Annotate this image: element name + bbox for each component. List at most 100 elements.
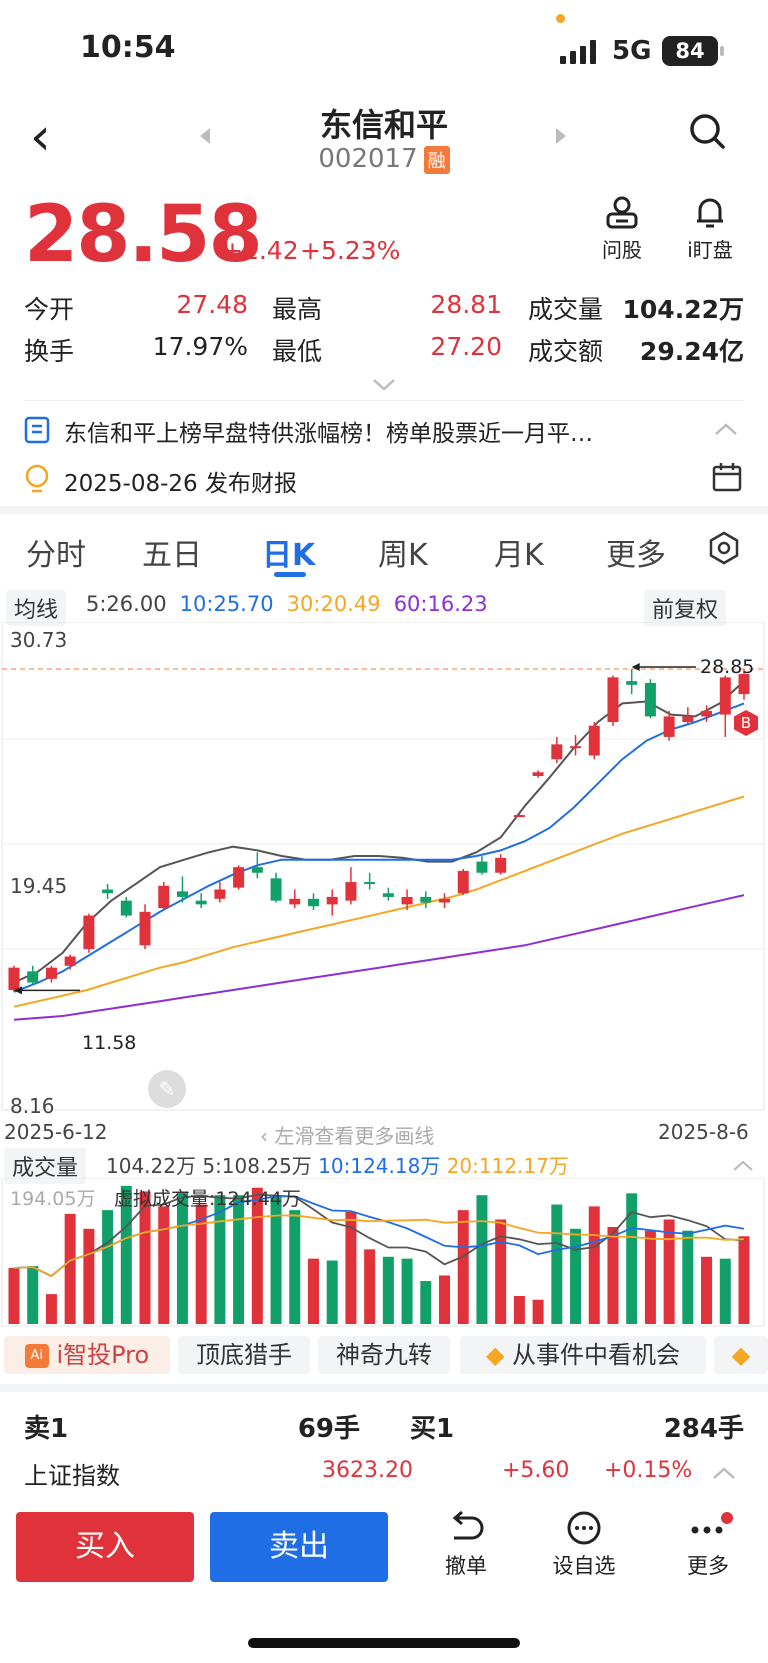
x-label-end: 2025-8-6 (658, 1120, 749, 1144)
candle-body (195, 900, 207, 905)
volume-bar (120, 1185, 132, 1324)
back-icon[interactable]: ‹ (30, 107, 51, 167)
add-watchlist-button[interactable]: 设自选 (544, 1510, 624, 1580)
add-watchlist-label: 设自选 (552, 1554, 616, 1578)
candle-body (701, 710, 713, 717)
volume-bar (251, 1187, 263, 1324)
diamond-icon: ◆ (485, 1341, 505, 1369)
tab-intraday[interactable]: 分时 (26, 538, 86, 573)
candle-body (719, 677, 731, 715)
volume-bar (270, 1195, 282, 1324)
candle-body (45, 967, 57, 979)
expand-chevron-icon[interactable] (372, 378, 396, 392)
stat-label: 成交量 (528, 295, 604, 324)
candle-body (513, 815, 525, 818)
tab-weekly-k[interactable]: 周K (378, 538, 428, 573)
candle-body (420, 896, 432, 903)
news-headline[interactable]: 东信和平上榜早盘特供涨幅榜！榜单股票近一月平… (64, 421, 593, 447)
stat-value: 28.81 (430, 290, 502, 319)
stat-label: 换手 (24, 337, 75, 366)
high-marker-arrow (631, 662, 640, 671)
more-icon (691, 1512, 733, 1534)
index-expand-icon[interactable] (712, 1466, 736, 1480)
tab-more[interactable]: 更多 (606, 538, 666, 573)
settings-hex-icon[interactable] (706, 530, 742, 566)
feature-event-chance[interactable]: ◆ 从事件中看机会 (460, 1336, 706, 1374)
price-change: +1.42 (222, 236, 299, 265)
volume-bar (626, 1193, 638, 1324)
ma60-value: 60:16.23 (393, 592, 488, 616)
candle-body (457, 870, 469, 894)
feature-bottom-top[interactable]: 顶底猎手 (178, 1336, 310, 1374)
stat-label: 最低 (272, 337, 323, 366)
index-change: +5.60 (502, 1458, 570, 1483)
draw-tool-icon[interactable]: ✎ (148, 1070, 186, 1108)
adjust-selector[interactable]: 前复权 (644, 590, 727, 626)
volume-bar (588, 1206, 600, 1324)
volume-bar (176, 1191, 188, 1324)
section-divider (0, 1384, 768, 1392)
volume-ma10: 10:124.18万 (318, 1154, 441, 1178)
next-stock-icon[interactable] (556, 128, 566, 144)
volume-bar (551, 1204, 563, 1324)
candle-body (326, 896, 338, 905)
volume-bar (289, 1210, 301, 1324)
candle-body (644, 682, 656, 717)
volume-bar (439, 1275, 451, 1324)
candlestick-chart[interactable] (0, 622, 768, 1112)
volume-collapse-icon[interactable] (732, 1160, 754, 1172)
chart-frame (1, 622, 765, 1111)
calendar-icon[interactable] (712, 462, 742, 492)
ma-selector[interactable]: 均线 (6, 590, 67, 626)
search-icon[interactable] (688, 112, 726, 150)
ma-line-60 (13, 894, 745, 1021)
tab-monthly-k[interactable]: 月K (494, 538, 544, 573)
candle-body (214, 889, 226, 899)
candle-body (663, 716, 675, 737)
candle-body (607, 677, 619, 723)
tab-daily-k[interactable]: 日K (262, 538, 316, 573)
report-date[interactable]: 2025-08-26 发布财报 (64, 471, 297, 497)
buy1-label: 买1 (410, 1414, 455, 1444)
ask-stock-button[interactable]: 问股 (582, 194, 662, 263)
virtual-volume-label: 虚拟成交量:124.44万 (114, 1188, 301, 1210)
candle-body (64, 956, 76, 966)
volume-bar (682, 1230, 694, 1324)
swipe-hint-text: 左滑查看更多画线 (274, 1124, 435, 1148)
volume-top-label: 194.05万 (10, 1188, 96, 1210)
volume-ma5: 5:108.25万 (202, 1154, 312, 1178)
stat-value: 104.22万 (622, 295, 744, 324)
volume-chart[interactable] (0, 1178, 768, 1328)
watch-button[interactable]: i盯盘 (670, 194, 750, 263)
volume-bar (738, 1236, 750, 1324)
undo-icon (452, 1510, 484, 1540)
feature-izhitou[interactable]: Ai i智投Pro (4, 1336, 170, 1374)
volume-bar (139, 1191, 151, 1324)
tab-five-day[interactable]: 五日 (142, 538, 202, 573)
home-indicator (248, 1638, 520, 1648)
collapse-chevron-icon[interactable] (714, 422, 738, 436)
volume-bar (27, 1266, 39, 1324)
volume-ma-line (13, 1214, 745, 1278)
candle-body (289, 898, 301, 905)
feature-nine-turn[interactable]: 神奇九转 (318, 1336, 450, 1374)
candle-body (495, 857, 507, 873)
index-value: 3623.20 (322, 1458, 413, 1483)
feature-more-diamond-icon[interactable]: ◆ (714, 1336, 768, 1374)
more-button[interactable]: 更多 (668, 1510, 748, 1580)
network-label: 5G (612, 36, 652, 66)
volume-bar (233, 1195, 245, 1324)
stat-label: 最高 (272, 295, 323, 324)
sell-button[interactable]: 卖出 (210, 1512, 388, 1582)
person-icon (606, 196, 638, 229)
current-price: 28.58 (24, 190, 263, 280)
ma5-value: 5:26.00 (86, 592, 167, 616)
candle-body (476, 861, 488, 873)
buy-button[interactable]: 买入 (16, 1512, 194, 1582)
active-tab-indicator (274, 572, 306, 577)
feature-label: 从事件中看机会 (512, 1341, 681, 1369)
prev-stock-icon[interactable] (200, 128, 210, 144)
volume-legend: 104.22万 5:108.25万 10:124.18万 20:112.17万 (106, 1150, 569, 1179)
index-name[interactable]: 上证指数 (24, 1462, 120, 1490)
cancel-order-button[interactable]: 撤单 (426, 1510, 506, 1580)
